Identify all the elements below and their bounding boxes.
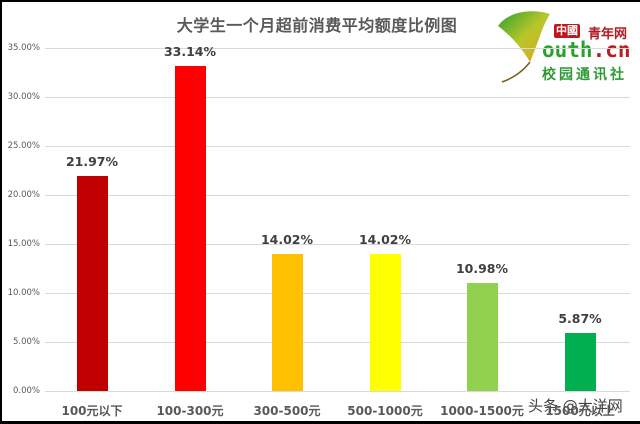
x-tick-label: 1000-1500元: [440, 404, 524, 418]
gridline: [45, 146, 630, 147]
bar-value-label: 14.02%: [260, 231, 314, 247]
bar-value-label: 21.97%: [65, 153, 119, 169]
bar-value-label: 33.14%: [163, 44, 217, 60]
chart-title: 大学生一个月超前消费平均额度比例图: [176, 16, 458, 35]
y-tick-label: 30.00%: [7, 92, 40, 102]
logo-domain: outh.cn: [542, 38, 631, 62]
bar: [467, 283, 498, 391]
bar-value-label: 10.98%: [455, 261, 509, 277]
gridline: [45, 195, 630, 196]
bar: [272, 253, 303, 391]
y-tick-label: 5.00%: [12, 337, 40, 347]
gridline: [45, 48, 630, 49]
y-tick-label: 25.00%: [7, 141, 40, 151]
y-tick-label: 35.00%: [7, 43, 40, 53]
logo-subtitle: 校园通讯社: [542, 67, 627, 83]
x-tick-label: 300-500元: [253, 404, 321, 418]
gridline: [45, 342, 630, 343]
gridline: [45, 244, 630, 245]
watermark: 头条 @大洋网: [528, 397, 623, 415]
x-tick-label: 100-300元: [156, 404, 224, 418]
bar: [175, 66, 206, 391]
bar: [370, 253, 401, 391]
logo-badge: 中國: [554, 24, 580, 38]
ginkgo-leaf-icon: [498, 11, 550, 83]
x-tick-label: 100元以下: [61, 404, 123, 418]
bar: [565, 333, 596, 391]
y-tick-label: 20.00%: [7, 190, 40, 200]
y-tick-label: 10.00%: [7, 288, 40, 298]
bar-value-label: 14.02%: [358, 231, 412, 247]
y-tick-label: 15.00%: [7, 239, 40, 249]
bar: [77, 175, 108, 391]
gridline: [45, 293, 630, 294]
gridline: [45, 97, 630, 98]
x-tick-label: 1500元以上: [545, 404, 615, 418]
logo-name: 青年网: [588, 27, 628, 42]
y-tick-label: 0.00%: [12, 386, 40, 396]
gridline: [45, 391, 630, 392]
youth-cn-logo: 中國 青年网 outh.cn 校园通讯社: [484, 4, 634, 86]
x-tick-label: 500-1000元: [347, 404, 423, 418]
bar-value-label: 5.87%: [558, 311, 602, 327]
